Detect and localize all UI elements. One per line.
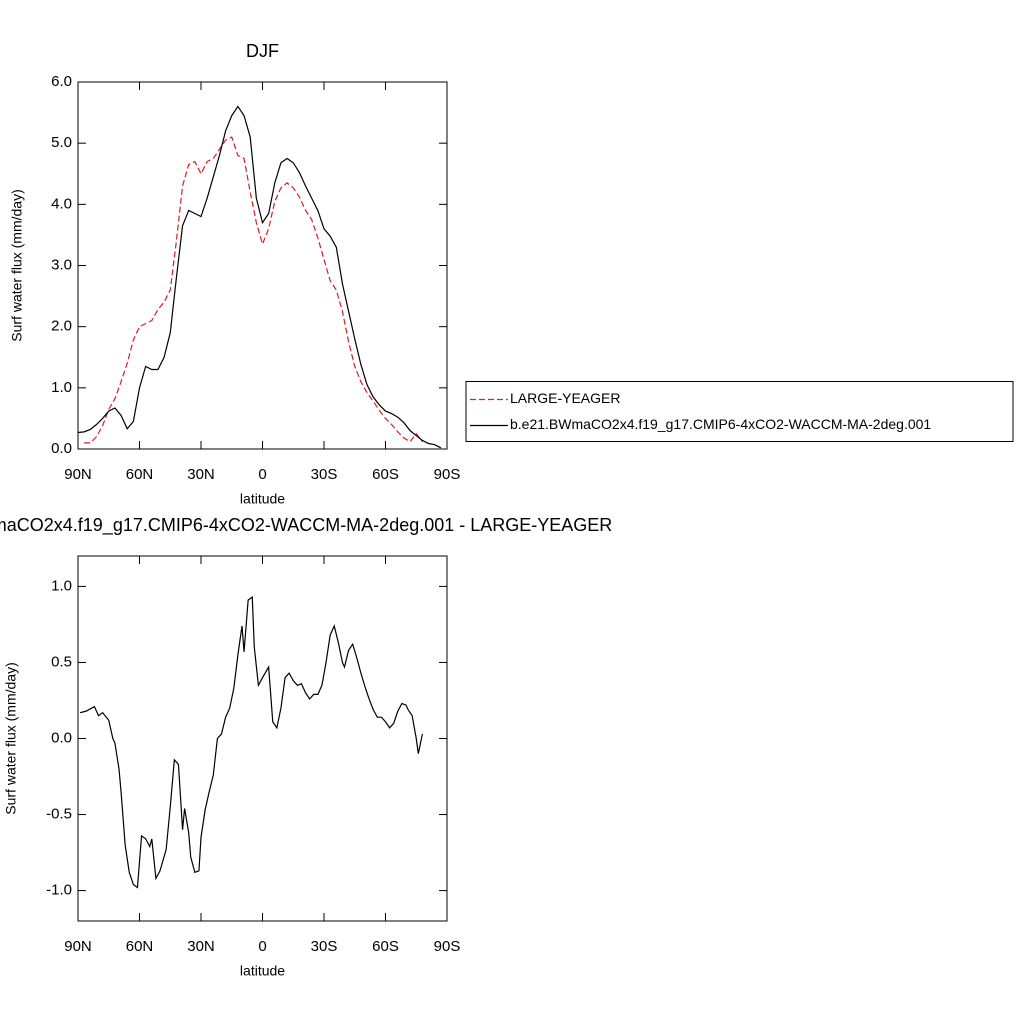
- plot-frame: [77, 555, 448, 922]
- x-axis-label: latitude: [240, 963, 285, 979]
- x-tick-label: 30S: [311, 938, 338, 955]
- x-tick-label: 30N: [187, 466, 215, 483]
- x-tick-label: 60S: [372, 466, 399, 483]
- y-tick-label: 4.0: [51, 195, 72, 212]
- data-line: [84, 136, 423, 444]
- y-tick-label: 5.0: [51, 134, 72, 151]
- x-tick-label: 0: [258, 938, 266, 955]
- chart-title: DJF: [246, 41, 279, 61]
- x-axis-label: latitude: [240, 491, 285, 507]
- x-tick-label: 90S: [434, 938, 461, 955]
- x-tick-label: 90N: [64, 938, 92, 955]
- data-line: [77, 105, 442, 449]
- data-line: [79, 595, 423, 889]
- x-tick-label: 60N: [126, 938, 154, 955]
- y-tick-label: 0.0: [51, 729, 72, 746]
- x-tick-label: 30N: [187, 938, 215, 955]
- chart-title: b.e21.BWmaCO2x4.f19_g17.CMIP6-4xCO2-WACC…: [0, 515, 612, 536]
- x-tick-label: 30S: [311, 466, 338, 483]
- x-tick-label: 90S: [434, 466, 461, 483]
- y-tick-label: 1.0: [51, 379, 72, 396]
- y-tick-label: 3.0: [51, 256, 72, 273]
- x-tick-label: 60S: [372, 938, 399, 955]
- y-tick-label: 1.0: [51, 577, 72, 594]
- y-tick-label: 0.5: [51, 653, 72, 670]
- y-axis-label: Surf water flux (mm/day): [9, 189, 25, 341]
- y-tick-label: -0.5: [46, 806, 72, 823]
- y-tick-label: -1.0: [46, 882, 72, 899]
- y-tick-label: 0.0: [51, 440, 72, 457]
- x-tick-label: 90N: [64, 466, 92, 483]
- y-axis-label: Surf water flux (mm/day): [3, 662, 19, 814]
- legend-label: LARGE-YEAGER: [510, 390, 620, 406]
- x-tick-label: 0: [258, 466, 266, 483]
- legend-label: b.e21.BWmaCO2x4.f19_g17.CMIP6-4xCO2-WACC…: [510, 416, 931, 432]
- y-tick-label: 6.0: [51, 73, 72, 90]
- x-tick-label: 60N: [126, 466, 154, 483]
- legend-box: [465, 381, 1014, 442]
- y-tick-label: 2.0: [51, 318, 72, 335]
- plot-frame: [77, 81, 448, 450]
